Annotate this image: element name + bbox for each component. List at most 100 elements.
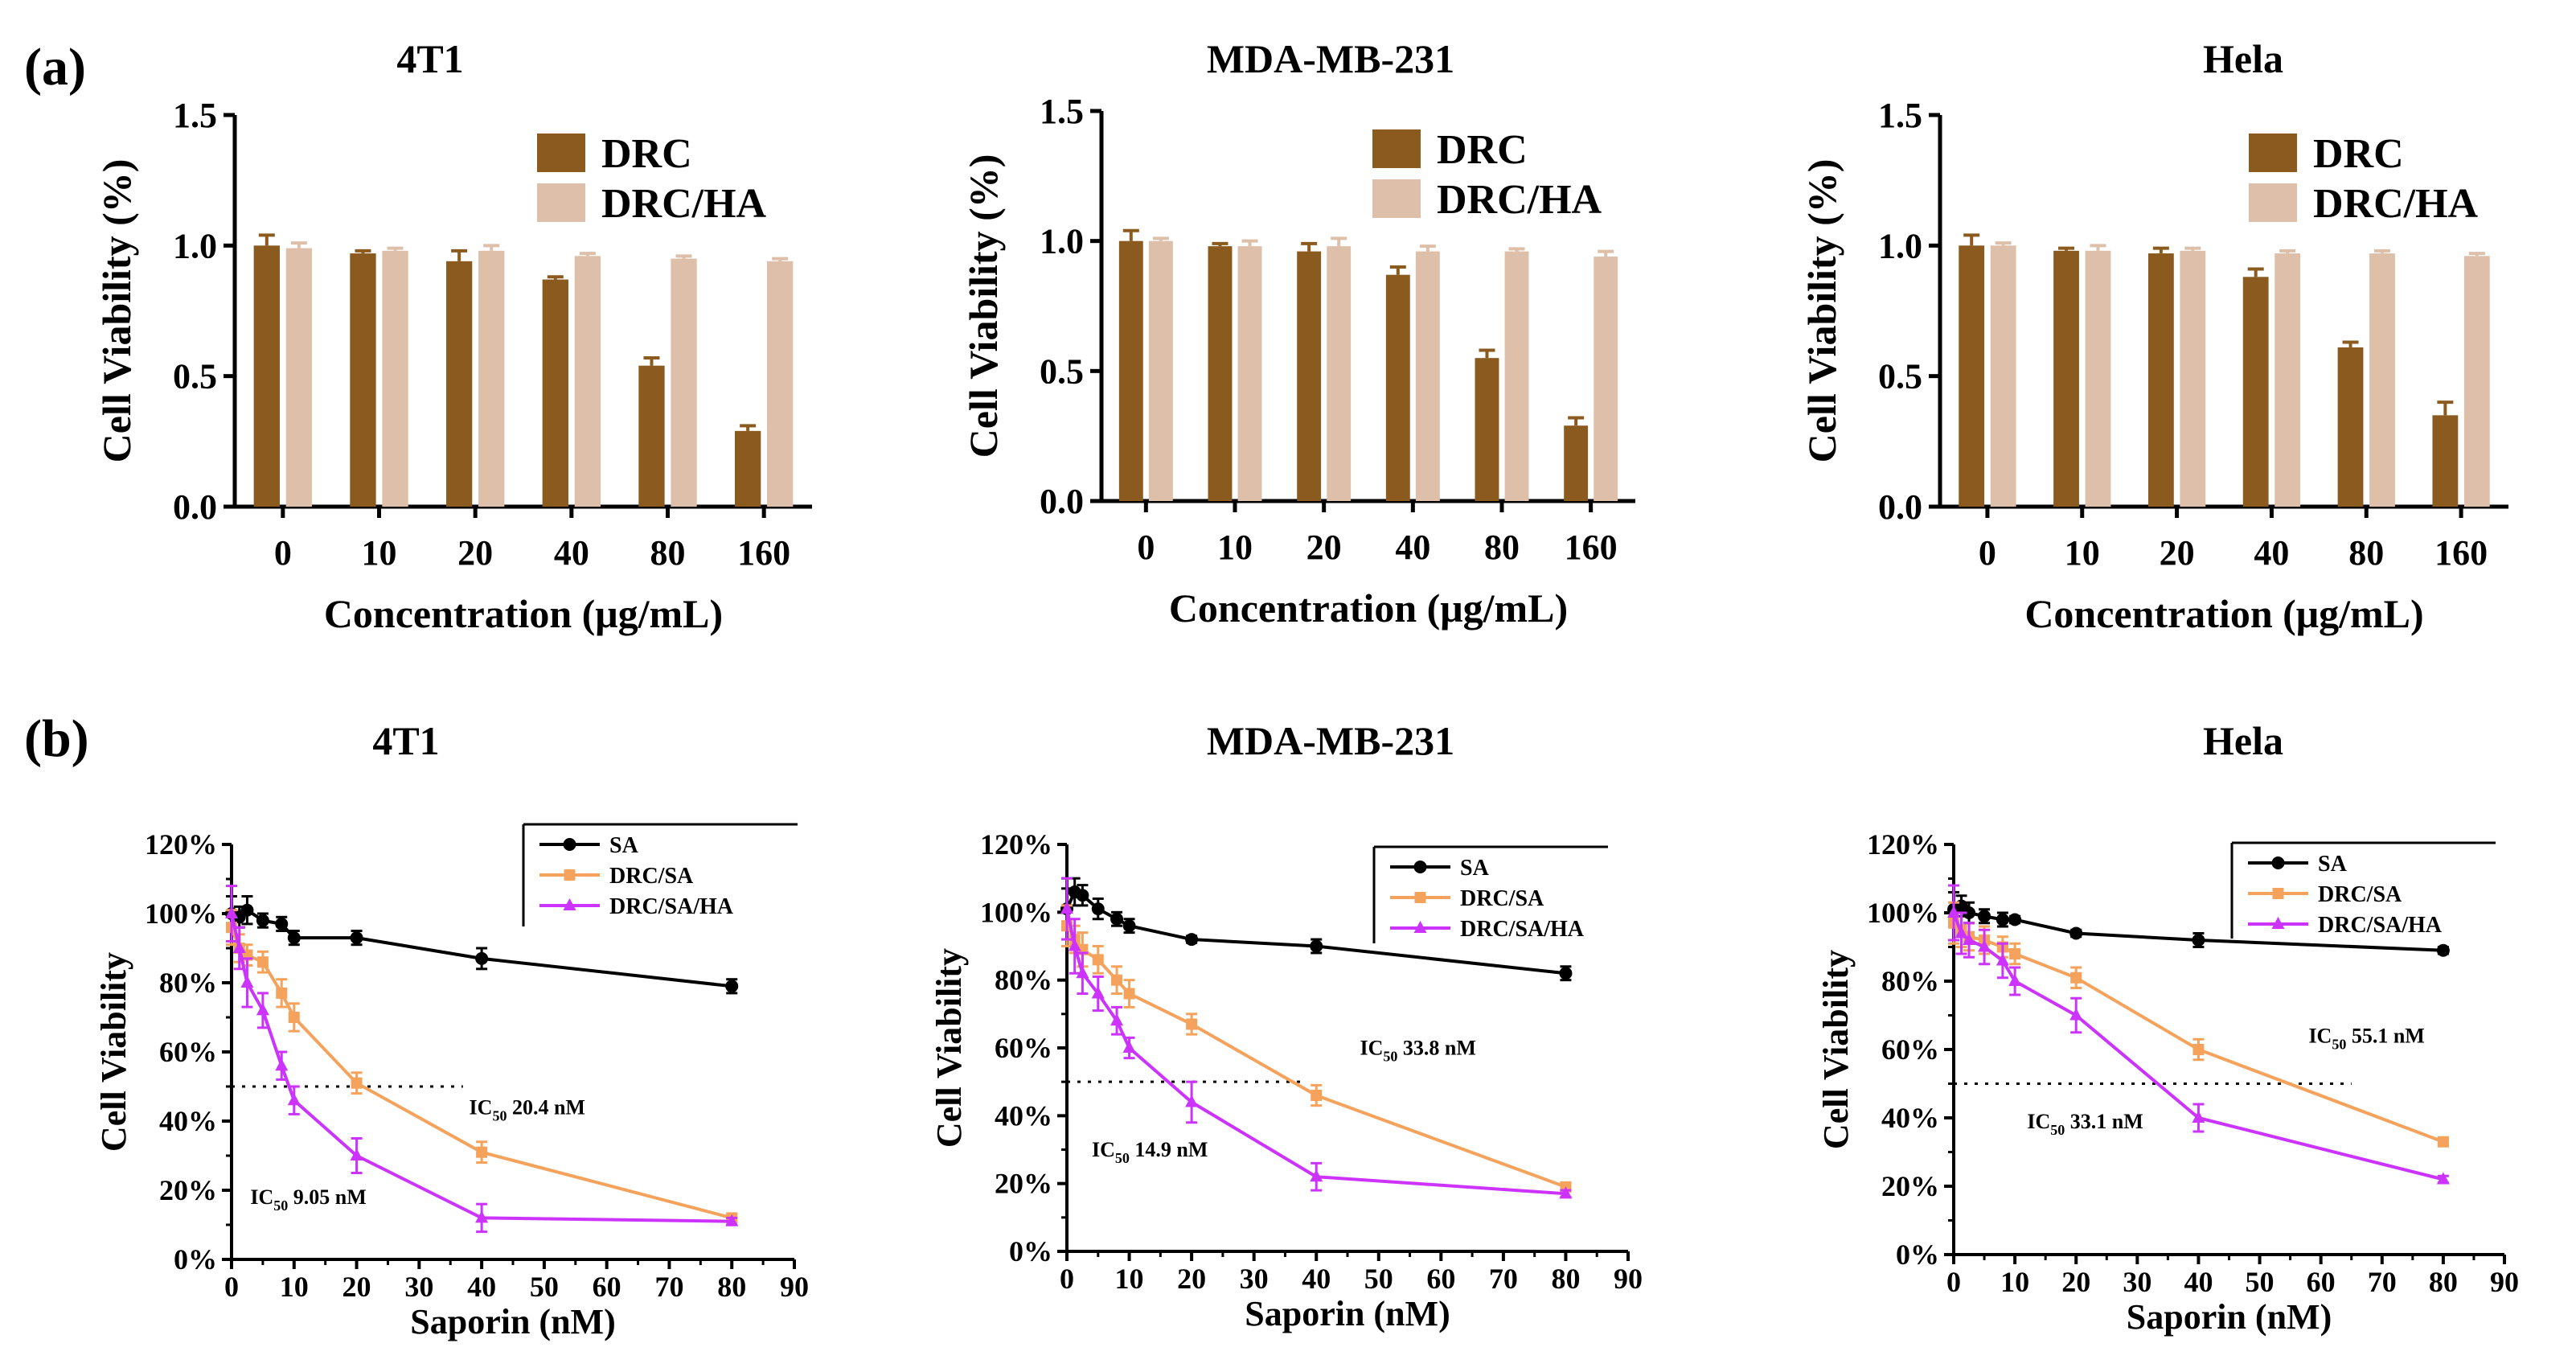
legend-swatch bbox=[2249, 183, 2297, 222]
y-tick-label: 120% bbox=[145, 828, 217, 861]
point-drc-sa bbox=[1311, 1090, 1323, 1102]
point-drc-sa bbox=[351, 1077, 363, 1089]
point-drc-sa-ha bbox=[287, 1093, 301, 1106]
x-tick-label: 30 bbox=[404, 1271, 433, 1303]
y-tick-label: 60% bbox=[1881, 1033, 1939, 1066]
bar-drc-ha bbox=[2275, 253, 2301, 507]
legend-swatch bbox=[2249, 134, 2297, 172]
line-chart-0: 4T1 0% 20% 40% 60% 80% 100% 120% 0 10 20 30 40 50 60 70… bbox=[94, 718, 809, 1341]
chart-title: MDA-MB-231 bbox=[1207, 36, 1454, 81]
bar-drc-ha bbox=[1327, 246, 1352, 501]
point-drc-sa bbox=[1092, 954, 1104, 966]
point-drc-sa-ha bbox=[725, 1214, 739, 1226]
charts-container: 4T1 0.0 0.5 1.0 1.5 0 10 20 40 80 160 Concentration… bbox=[94, 36, 2519, 1341]
bar-chart-0: 4T1 0.0 0.5 1.0 1.5 0 10 20 40 80 160 Concentration… bbox=[94, 36, 812, 636]
point-drc-sa bbox=[2192, 1044, 2205, 1055]
y-tick-label: 20% bbox=[159, 1174, 217, 1206]
ic50-value: 20.4 nM bbox=[507, 1095, 585, 1119]
bar-drc-ha bbox=[1148, 240, 1173, 501]
ic50-sub: 50 bbox=[2332, 1037, 2346, 1053]
point-drc-sa-ha bbox=[2192, 1111, 2205, 1123]
x-tick-label: 0 bbox=[274, 533, 292, 573]
point-drc-sa-ha bbox=[1996, 953, 2009, 966]
x-tick-label: 70 bbox=[654, 1271, 683, 1303]
bar-drc-ha bbox=[1415, 251, 1440, 501]
point-drc-sa bbox=[1111, 974, 1123, 986]
point-sa bbox=[1091, 902, 1105, 916]
bar-drc bbox=[2053, 250, 2079, 507]
y-axis-title: Cell Viability (%) bbox=[94, 159, 139, 463]
x-tick-label: 80 bbox=[1484, 528, 1520, 567]
legend-label: DRC/SA bbox=[609, 864, 694, 889]
bar-drc bbox=[638, 365, 665, 507]
point-sa bbox=[287, 931, 301, 945]
ic50-annotation: IC50 9.05 nM bbox=[250, 1185, 366, 1214]
ic50-ic: IC bbox=[250, 1185, 273, 1209]
legend-marker bbox=[564, 869, 576, 881]
y-tick-label: 60% bbox=[159, 1036, 217, 1068]
bar-drc-ha bbox=[2463, 256, 2490, 507]
point-sa bbox=[1559, 967, 1573, 980]
ic50-sub: 50 bbox=[492, 1107, 507, 1123]
point-sa bbox=[1310, 939, 1323, 953]
x-tick-label: 50 bbox=[1364, 1263, 1393, 1295]
x-tick-label: 90 bbox=[780, 1271, 809, 1303]
y-axis-title: Cell Viability (%) bbox=[961, 154, 1006, 458]
point-sa bbox=[2008, 913, 2022, 926]
legend-label: DRC/HA bbox=[601, 181, 767, 227]
bar-drc bbox=[734, 430, 761, 507]
point-sa bbox=[1122, 919, 1136, 933]
y-tick-label: 0.5 bbox=[1878, 357, 1922, 396]
x-tick-label: 80 bbox=[1551, 1263, 1580, 1295]
y-tick-label: 0% bbox=[1009, 1235, 1052, 1267]
point-drc-sa-ha bbox=[232, 941, 246, 953]
point-drc-sa-ha bbox=[350, 1148, 363, 1160]
y-tick-label: 20% bbox=[995, 1168, 1052, 1200]
x-axis-title: Saporin (nM) bbox=[1245, 1294, 1450, 1333]
point-sa bbox=[1185, 933, 1199, 947]
legend-swatch bbox=[1372, 179, 1421, 218]
ic50-annotation: IC50 20.4 nM bbox=[470, 1095, 585, 1123]
x-tick-label: 70 bbox=[2368, 1266, 2397, 1298]
point-sa bbox=[1978, 910, 1991, 923]
bar-drc bbox=[253, 245, 280, 507]
bar-drc-ha bbox=[574, 256, 601, 507]
x-tick-label: 50 bbox=[2246, 1266, 2275, 1298]
bar-drc bbox=[1959, 245, 1985, 507]
y-tick-label: 1.5 bbox=[1878, 96, 1922, 135]
y-tick-label: 40% bbox=[1881, 1102, 1939, 1134]
point-drc-sa-ha bbox=[256, 1003, 269, 1016]
bar-drc-ha bbox=[1990, 245, 2016, 507]
ic50-annotation: IC50 55.1 nM bbox=[2308, 1025, 2424, 1053]
point-drc-sa bbox=[476, 1146, 488, 1158]
legend-label: DRC/SA/HA bbox=[2318, 913, 2443, 938]
point-drc-sa-ha bbox=[1963, 933, 1976, 945]
point-drc-sa-ha bbox=[1076, 966, 1089, 979]
x-tick-label: 40 bbox=[467, 1271, 496, 1303]
legend-label: DRC/SA bbox=[1460, 886, 1544, 911]
x-axis-title: Saporin (nM) bbox=[2127, 1297, 2332, 1337]
bar-drc-ha bbox=[285, 248, 313, 507]
y-tick-label: 120% bbox=[1867, 828, 1939, 861]
x-axis-title: Concentration (μg/mL) bbox=[1169, 585, 1568, 631]
point-drc-sa bbox=[288, 1012, 300, 1023]
x-tick-label: 50 bbox=[530, 1271, 559, 1303]
legend-label: DRC bbox=[2313, 131, 2404, 177]
legend-swatch bbox=[537, 134, 585, 172]
legend-label: DRC/SA bbox=[2318, 882, 2402, 907]
point-drc-sa bbox=[256, 956, 269, 968]
point-sa bbox=[350, 931, 363, 945]
bar-drc bbox=[1297, 251, 1322, 501]
point-drc-sa bbox=[276, 987, 288, 999]
legend-label: SA bbox=[2318, 852, 2348, 877]
y-tick-label: 0% bbox=[174, 1243, 217, 1275]
point-drc-sa-ha bbox=[475, 1210, 489, 1223]
x-tick-label: 0 bbox=[224, 1271, 239, 1303]
x-tick-label: 80 bbox=[717, 1271, 746, 1303]
y-axis-title: Cell Viability bbox=[929, 948, 969, 1148]
y-tick-label: 0.0 bbox=[1040, 482, 1084, 521]
ic50-ic: IC bbox=[1092, 1138, 1115, 1161]
legend-marker bbox=[2272, 888, 2284, 899]
y-tick-label: 100% bbox=[1867, 897, 1939, 929]
y-tick-label: 0.0 bbox=[1878, 487, 1922, 527]
